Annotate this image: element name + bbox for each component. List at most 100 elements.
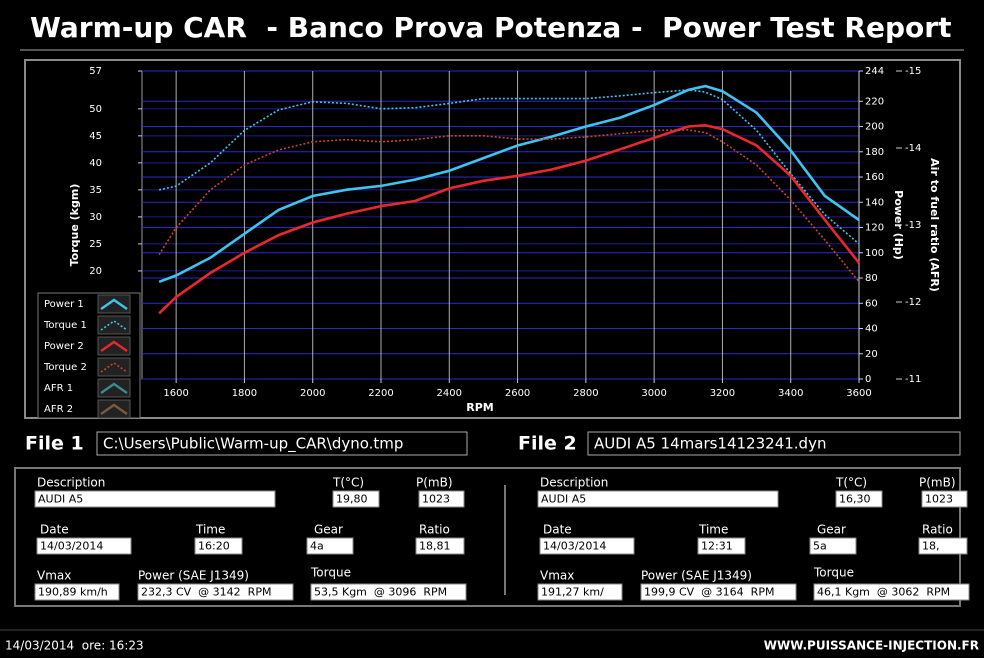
series-line <box>158 123 861 315</box>
y3-tick-label: -14 <box>905 143 921 154</box>
field-box <box>697 537 746 555</box>
field-value: 14/03/2014 <box>543 540 606 553</box>
field-value: 53,5 Kgm @ 3096 RPM <box>314 586 447 599</box>
y-tick-label: 30 <box>89 212 102 223</box>
series-line <box>158 89 860 245</box>
legend-swatch <box>100 362 128 373</box>
field-box <box>137 583 294 601</box>
x-tick-label: 3400 <box>778 388 803 399</box>
file-path: C:\Users\Public\Warm-up_CAR\dyno.tmp <box>103 435 403 454</box>
y-tick-label: 20 <box>89 266 102 277</box>
field-label: Torque <box>310 566 351 580</box>
plot-area <box>141 70 860 380</box>
field-box <box>813 583 970 601</box>
field-value: AUDI A5 <box>541 493 586 506</box>
field-box <box>921 490 968 508</box>
y-tick-label: 25 <box>89 239 102 250</box>
field-box <box>418 490 465 508</box>
field-value: 16:20 <box>198 540 230 553</box>
field-label: P(mB) <box>919 476 956 490</box>
y2-tick-label: 160 <box>865 172 884 183</box>
y2-tick-label: 244 <box>865 66 884 77</box>
y2-tick-label: 60 <box>865 298 878 309</box>
field-value: 1023 <box>925 493 953 506</box>
legend-swatch <box>100 320 128 331</box>
y-tick-label: 35 <box>89 185 102 196</box>
y-axis-label: Torque (kgm) <box>68 184 81 267</box>
legend-label: Power 1 <box>44 299 84 310</box>
field-box <box>640 583 797 601</box>
field-label: T(°C) <box>332 476 364 490</box>
y-tick-label: 50 <box>89 104 102 115</box>
y2-tick-label: 200 <box>865 122 884 133</box>
y2-tick-label: 220 <box>865 96 884 107</box>
legend-swatch <box>100 382 128 394</box>
field-label: Power (SAE J1349) <box>641 569 752 583</box>
y2-tick-label: 0 <box>865 374 871 385</box>
y-tick-label: 57 <box>89 66 102 77</box>
legend-swatch-box <box>97 399 131 419</box>
field-label: Time <box>698 523 728 537</box>
field-box <box>34 583 120 601</box>
file-path: AUDI A5 14mars14123241.dyn <box>594 435 826 453</box>
legend-label: AFR 2 <box>44 404 73 415</box>
field-label: Gear <box>817 523 846 537</box>
y2-tick-label: 20 <box>865 349 878 360</box>
field-value: 4a <box>310 540 324 553</box>
y-tick-label: 45 <box>89 131 102 142</box>
x-tick-label: 3000 <box>641 388 666 399</box>
field-box <box>310 583 467 601</box>
legend-swatch <box>100 403 128 415</box>
field-label: Gear <box>314 523 343 537</box>
y-tick-label: 40 <box>89 158 102 169</box>
field-value: 46,1 Kgm @ 3062 RPM <box>817 586 950 599</box>
field-label: Torque <box>813 566 854 580</box>
legend-swatch-box <box>97 294 131 314</box>
field-box <box>537 583 623 601</box>
y2-tick-label: 120 <box>865 223 884 234</box>
field-value: 5a <box>813 540 827 553</box>
legend-swatch <box>100 298 128 310</box>
y3-tick-label: -11 <box>905 374 921 385</box>
field-label: Description <box>540 476 608 490</box>
y2-tick-label: 80 <box>865 273 878 284</box>
legend-swatch-box <box>97 357 131 377</box>
file-label: File 2 <box>518 433 577 455</box>
field-value: 199,9 CV @ 3164 RPM <box>644 586 774 599</box>
legend-swatch-box <box>97 336 131 356</box>
field-value: 18, <box>922 540 940 553</box>
field-box <box>34 490 276 508</box>
field-label: T(°C) <box>835 476 867 490</box>
field-box <box>809 537 857 555</box>
field-label: Time <box>195 523 225 537</box>
x-tick-label: 3600 <box>846 388 871 399</box>
legend-label: Torque 1 <box>43 320 87 331</box>
file-label: File 1 <box>25 433 84 455</box>
x-tick-label: 1800 <box>232 388 257 399</box>
footer-url: WWW.PUISSANCE-INJECTION.FR <box>764 639 979 653</box>
y3-tick-label: -15 <box>905 66 921 77</box>
x-axis-label: RPM <box>466 401 493 414</box>
x-tick-label: 2400 <box>437 388 462 399</box>
report-title: Warm-up CAR - Banco Prova Potenza - Powe… <box>30 11 951 44</box>
field-box <box>306 537 354 555</box>
field-box <box>539 537 635 555</box>
y2-tick-label: 40 <box>865 324 878 335</box>
field-value: 1023 <box>422 493 450 506</box>
field-box <box>835 490 883 508</box>
field-value: 14/03/2014 <box>40 540 103 553</box>
legend-swatch-box <box>97 378 131 398</box>
x-tick-label: 2800 <box>573 388 598 399</box>
x-tick-label: 2600 <box>505 388 530 399</box>
field-value: 19,80 <box>336 493 368 506</box>
field-value: 12:31 <box>701 540 733 553</box>
field-box <box>537 490 779 508</box>
y2-tick-label: 180 <box>865 147 884 158</box>
series-line <box>158 129 860 283</box>
legend-label: AFR 1 <box>44 383 73 394</box>
y3-tick-label: -12 <box>905 297 921 308</box>
y2-tick-label: 140 <box>865 197 884 208</box>
y3-axis-label: Air to fuel ratio (AFR) <box>928 158 941 292</box>
field-value: 18,81 <box>419 540 451 553</box>
